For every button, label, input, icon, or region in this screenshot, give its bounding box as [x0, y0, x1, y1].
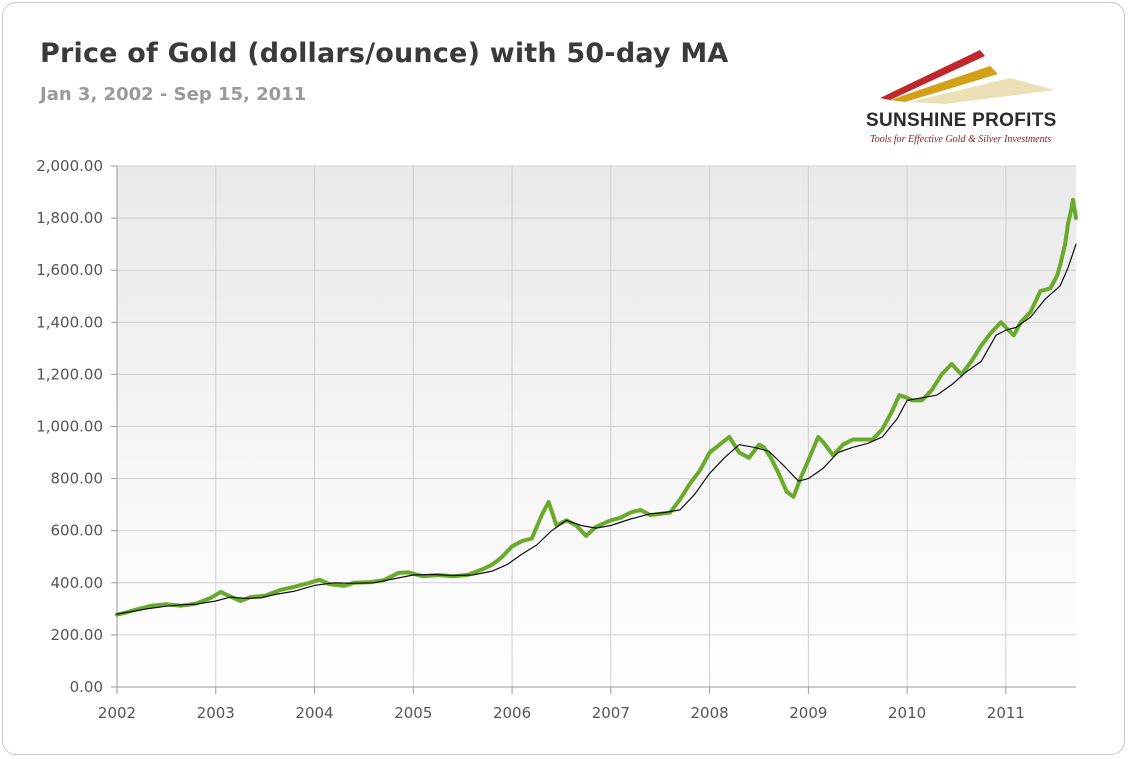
series-group — [115, 197, 1078, 617]
y-tick-label: 1,800.00 — [36, 209, 103, 227]
gold-price-line — [115, 197, 1078, 617]
y-tick-label: 600.00 — [51, 522, 104, 540]
x-tick-label: 2008 — [690, 704, 728, 722]
x-tick-label: 2009 — [789, 704, 827, 722]
x-tick-label: 2002 — [98, 704, 136, 722]
chart-subtitle: Jan 3, 2002 - Sep 15, 2011 — [40, 84, 307, 105]
y-tick-label: 1,400.00 — [36, 313, 103, 331]
logo-name: SUNSHINE PROFITS — [866, 110, 1057, 131]
x-tick-label: 2005 — [394, 704, 432, 722]
y-tick-label: 800.00 — [51, 470, 104, 488]
chart-title: Price of Gold (dollars/ounce) with 50-da… — [40, 38, 729, 69]
logo-red-stripe — [880, 50, 985, 100]
x-tick-label: 2011 — [987, 704, 1025, 722]
sunshine-profits-logo: SUNSHINE PROFITS Tools for Effective Gol… — [850, 28, 1120, 158]
y-tick-label: 1,000.00 — [36, 418, 103, 436]
y-tick-label: 0.00 — [70, 678, 103, 696]
logo-pale-stripe — [910, 78, 1055, 104]
y-tick-label: 1,600.00 — [36, 261, 103, 279]
y-tick-label: 1,200.00 — [36, 365, 103, 383]
logo-gold-stripe — [890, 66, 998, 102]
moving-average-line — [116, 243, 1077, 615]
y-tick-label: 200.00 — [51, 626, 104, 644]
y-tick-label: 400.00 — [51, 574, 104, 592]
x-tick-label: 2007 — [592, 704, 630, 722]
logo-tagline: Tools for Effective Gold & Silver Invest… — [870, 134, 1052, 145]
x-tick-label: 2003 — [197, 704, 235, 722]
x-tick-label: 2004 — [295, 704, 333, 722]
x-tick-label: 2006 — [493, 704, 531, 722]
logo-swoosh-icon — [880, 50, 1055, 104]
x-axis-ticks: 2002 2003 2004 2005 2006 2007 2008 2009 2010 2011 — [98, 687, 1025, 722]
y-axis-ticks: 0.00 200.00 400.00 600.00 800.00 1,000.00 1,20… — [36, 157, 117, 696]
x-tick-label: 2010 — [888, 704, 926, 722]
y-tick-label: 2,000.00 — [36, 157, 103, 175]
